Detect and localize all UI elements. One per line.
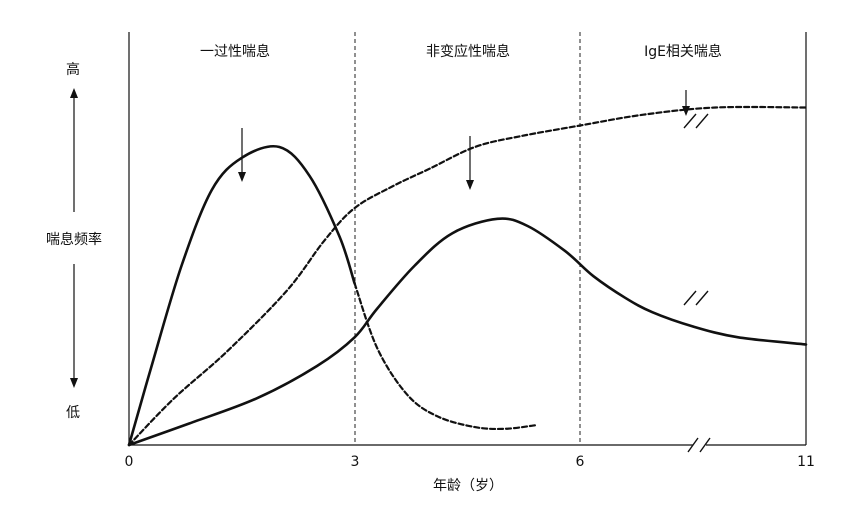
x-tick-label-11: 11: [797, 454, 815, 470]
peak-arrows: [238, 90, 690, 190]
y-high-label: 高: [66, 61, 80, 78]
axis-break-mid-2: [695, 290, 709, 306]
axis-break-x-2: [699, 437, 711, 453]
phase-label-transient: 一过性喘息: [200, 43, 270, 60]
axis-break-top-2: [695, 113, 709, 129]
axis-break-top-1: [683, 113, 697, 129]
down-arrow-icon: [466, 180, 474, 190]
x-tick-label-0: 0: [125, 454, 134, 470]
series-line-4: [127, 217, 808, 447]
series-line-2: [127, 105, 808, 447]
series-line-1: [127, 145, 356, 447]
x-tick-label-3: 3: [351, 454, 360, 470]
down-arrow-icon: [682, 106, 690, 116]
x-axis-label: 年龄（岁）: [433, 478, 503, 494]
phase-label-non-atopic: 非变应性喘息: [426, 43, 510, 60]
down-arrow-icon: [238, 172, 246, 182]
series-group: [127, 105, 808, 447]
down-arrow-icon: [70, 378, 78, 388]
y-low-label: 低: [66, 405, 80, 421]
x-tick-label-6: 6: [576, 454, 585, 470]
axis-break-mid-1: [683, 290, 697, 306]
up-arrow-icon: [70, 88, 78, 98]
phase-label-ige: IgE相关喘息: [644, 43, 722, 60]
axis-break-x-1: [687, 437, 699, 453]
series-line-3: [353, 282, 537, 431]
y-axis-label: 喘息频率: [46, 231, 102, 248]
axis-break-marks: [683, 113, 711, 453]
